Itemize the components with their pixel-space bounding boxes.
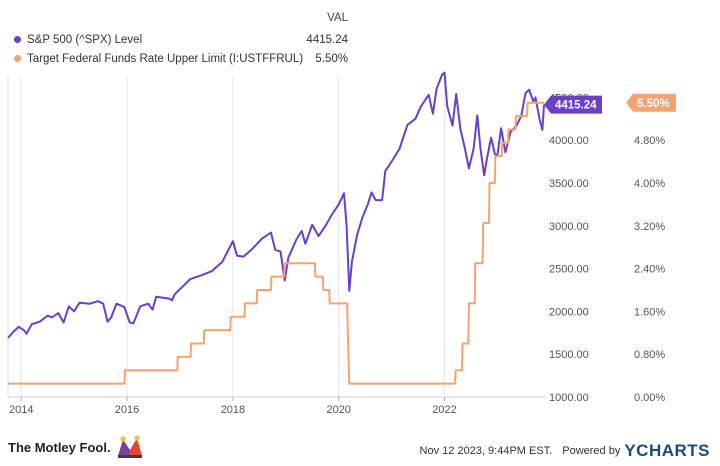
jester-hat-icon (117, 435, 142, 458)
series-line-spx (7, 71, 545, 339)
timestamp: Nov 12 2023, 9:44PM EST. (419, 445, 553, 457)
end-value-tag-spx-label: 4415.24 (555, 100, 597, 112)
x-tick-label: 2020 (326, 404, 350, 416)
end-value-tag-spx: 4415.24 (544, 95, 602, 114)
legend-item-label: S&P 500 (^SPX) Level (27, 33, 143, 46)
footer-right: Nov 12 2023, 9:44PM EST. Powered by YCHA… (420, 441, 710, 461)
series-dot-icon (14, 55, 21, 62)
left-axis-tick-label: 4000.00 (549, 135, 589, 147)
right-axis-tick-label: 0.00% (634, 392, 665, 404)
left-axis-tick-label: 2000.00 (549, 306, 589, 318)
x-tick-label: 2016 (115, 404, 139, 416)
right-axis-tick-label: 2.40% (634, 264, 665, 276)
legend-item-label: Target Federal Funds Rate Upper Limit (I… (27, 52, 304, 65)
powered-by-label: Powered by (562, 445, 621, 457)
motley-fool-logo: The Motley Fool. (8, 434, 145, 460)
right-axis-tick-label: 4.00% (634, 178, 665, 190)
left-axis-tick-label: 2500.00 (549, 264, 589, 276)
right-axis-tick-label: 3.20% (634, 221, 665, 233)
series-line-fed-funds (8, 101, 544, 385)
left-axis-tick-label: 3000.00 (549, 221, 589, 233)
end-value-tag-fed-funds-label: 5.50% (637, 98, 670, 110)
right-axis-tick-label: 4.80% (634, 135, 665, 147)
end-value-tag-fed-funds: 5.50% (626, 93, 676, 112)
legend-item-spx[interactable]: S&P 500 (^SPX) Level 4415.24 (14, 30, 354, 49)
legend: VAL S&P 500 (^SPX) Level 4415.24 Target … (14, 12, 354, 68)
end-value-tag-spx-shape (544, 95, 602, 114)
legend-header: VAL (327, 12, 348, 24)
legend-item-value: 4415.24 (306, 33, 348, 46)
series-dot-icon (14, 36, 21, 43)
legend-item-value: 5.50% (315, 52, 348, 65)
end-value-tag-fed-funds-shape (626, 93, 676, 112)
legend-item-fed-funds[interactable]: Target Federal Funds Rate Upper Limit (I… (14, 49, 354, 68)
left-axis-tick-label: 1000.00 (549, 392, 589, 404)
ycharts-logo[interactable]: YCHARTS (624, 441, 710, 460)
left-axis-tick-label: 1500.00 (549, 349, 589, 361)
logo-text: The Motley Fool. (8, 439, 111, 455)
right-axis-tick-label: 1.60% (634, 306, 665, 318)
x-tick-label: 2014 (9, 404, 33, 416)
x-tick-label: 2022 (432, 404, 456, 416)
x-tick-label: 2018 (221, 404, 245, 416)
left-axis-tick-label: 3500.00 (549, 178, 589, 190)
right-axis-tick-label: 0.80% (634, 349, 665, 361)
